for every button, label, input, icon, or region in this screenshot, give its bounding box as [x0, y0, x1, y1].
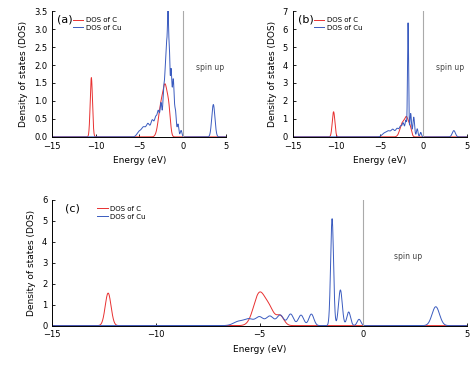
X-axis label: Energy (eV): Energy (eV)	[113, 156, 166, 165]
DOS of Cu	[373, 135, 378, 139]
DOS of C	[246, 317, 252, 321]
Text: spin up: spin up	[437, 63, 465, 72]
Y-axis label: Density of states (DOS): Density of states (DOS)	[19, 21, 28, 127]
DOS of C	[363, 135, 369, 139]
DOS of C	[464, 135, 470, 139]
DOS of Cu	[176, 126, 182, 131]
DOS of Cu	[122, 135, 128, 139]
DOS of Cu	[246, 316, 252, 321]
DOS of Cu	[224, 135, 229, 139]
DOS of C	[224, 135, 229, 139]
DOS of Cu	[459, 135, 465, 139]
DOS of Cu	[417, 134, 422, 138]
DOS of C	[89, 75, 94, 80]
DOS of Cu	[165, 6, 171, 11]
Text: spin up: spin up	[394, 252, 422, 261]
Text: spin up: spin up	[196, 63, 224, 72]
Line: DOS of C: DOS of C	[52, 78, 227, 137]
DOS of C	[218, 135, 224, 139]
DOS of Cu	[124, 135, 129, 139]
DOS of C	[224, 323, 229, 328]
DOS of Cu	[451, 323, 457, 328]
DOS of C	[464, 323, 470, 328]
DOS of Cu	[132, 134, 138, 138]
DOS of C	[132, 135, 138, 139]
Line: DOS of Cu: DOS of Cu	[292, 23, 467, 137]
Text: (a): (a)	[57, 15, 73, 25]
Line: DOS of Cu: DOS of Cu	[52, 219, 467, 326]
DOS of C	[431, 323, 437, 328]
Line: DOS of C: DOS of C	[52, 292, 467, 326]
DOS of Cu	[431, 307, 437, 312]
DOS of Cu	[405, 21, 411, 25]
DOS of Cu	[227, 323, 233, 327]
DOS of C	[124, 135, 129, 139]
DOS of C	[49, 135, 55, 139]
Text: (b): (b)	[298, 15, 314, 25]
Legend: DOS of C, DOS of Cu: DOS of C, DOS of Cu	[94, 203, 148, 222]
X-axis label: Energy (eV): Energy (eV)	[353, 156, 406, 165]
DOS of C	[365, 135, 370, 139]
Y-axis label: Density of states (DOS): Density of states (DOS)	[268, 21, 277, 127]
DOS of C	[459, 135, 465, 139]
DOS of C	[257, 290, 263, 294]
DOS of Cu	[464, 135, 470, 139]
Line: DOS of C: DOS of C	[292, 112, 467, 137]
DOS of Cu	[210, 107, 215, 112]
DOS of Cu	[290, 135, 295, 139]
DOS of C	[450, 135, 456, 139]
DOS of Cu	[363, 135, 369, 139]
X-axis label: Energy (eV): Energy (eV)	[233, 345, 286, 354]
DOS of Cu	[218, 135, 224, 139]
DOS of Cu	[450, 130, 456, 134]
DOS of Cu	[224, 323, 229, 327]
DOS of Cu	[365, 135, 370, 139]
Text: (c): (c)	[64, 204, 80, 213]
DOS of C	[210, 135, 215, 139]
DOS of Cu	[49, 135, 55, 139]
Legend: DOS of C, DOS of Cu: DOS of C, DOS of Cu	[70, 14, 125, 34]
DOS of C	[451, 323, 457, 328]
DOS of C	[351, 323, 356, 328]
DOS of C	[331, 110, 337, 114]
DOS of C	[290, 135, 295, 139]
DOS of Cu	[49, 323, 55, 328]
Line: DOS of Cu: DOS of Cu	[52, 9, 227, 137]
Legend: DOS of C, DOS of Cu: DOS of C, DOS of Cu	[311, 14, 365, 34]
DOS of Cu	[351, 323, 356, 327]
DOS of C	[417, 135, 422, 139]
Y-axis label: Density of states (DOS): Density of states (DOS)	[27, 210, 36, 316]
DOS of C	[227, 323, 233, 328]
DOS of C	[123, 135, 128, 139]
DOS of C	[373, 135, 378, 139]
DOS of C	[49, 323, 55, 328]
DOS of Cu	[329, 216, 335, 221]
DOS of C	[176, 135, 182, 139]
DOS of Cu	[464, 323, 470, 328]
